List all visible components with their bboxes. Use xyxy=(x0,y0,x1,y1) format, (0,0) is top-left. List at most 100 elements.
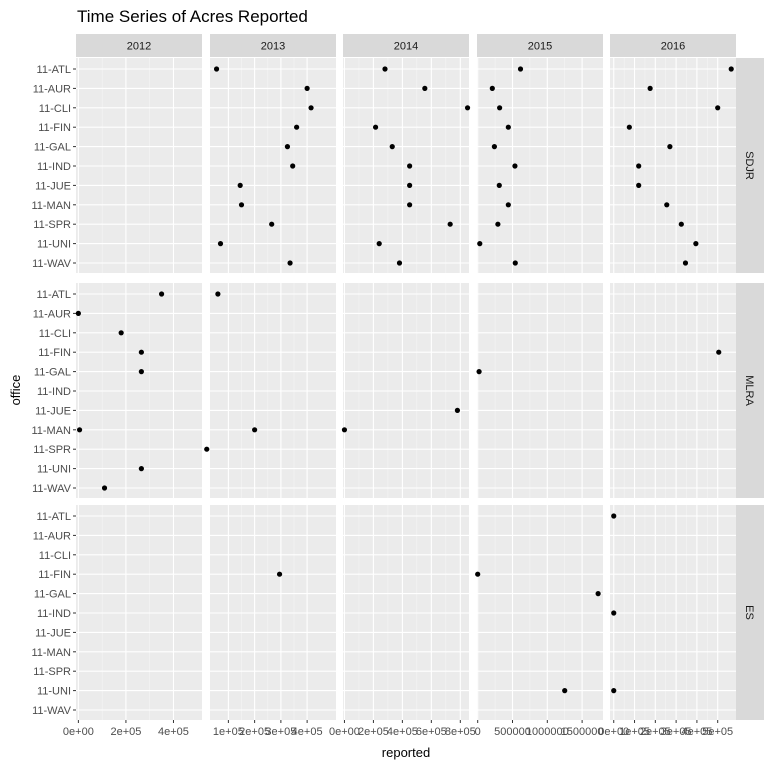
x-tick-label: 8e+05 xyxy=(445,726,476,738)
data-point-SDJR-2015-11-CLI xyxy=(497,105,503,111)
x-tick-label: 500000 xyxy=(494,726,531,738)
data-point-SDJR-2015-11-WAV xyxy=(512,260,518,266)
data-point-SDJR-2016-11-JUE xyxy=(636,182,642,188)
facet-label-2012: 2012 xyxy=(127,41,151,53)
data-point-SDJR-2015-11-SPR xyxy=(495,221,501,227)
facet-strip-2013 xyxy=(210,34,336,57)
x-tick-label: 1e+05 xyxy=(213,726,244,738)
y-tick-label-11-JUE: 11-JUE xyxy=(35,180,71,192)
data-point-SDJR-2014-11-MAN xyxy=(407,202,413,208)
data-point-MLRA-2015-11-GAL xyxy=(476,369,482,375)
data-point-SDJR-2015-11-ATL xyxy=(517,66,524,72)
data-point-SDJR-2016-11-FIN xyxy=(626,124,632,130)
y-tick-label-11-CLI: 11-CLI xyxy=(39,328,71,340)
data-point-SDJR-2016-11-UNI xyxy=(693,241,699,247)
data-point-SDJR-2014-11-SPR xyxy=(447,221,453,227)
y-tick-label-11-WAV: 11-WAV xyxy=(32,258,72,270)
data-point-MLRA-2014-11-JUE xyxy=(454,407,461,413)
data-point-SDJR-2016-11-GAL xyxy=(667,144,673,150)
y-tick-label-11-JUE: 11-JUE xyxy=(35,627,71,639)
data-point-ES-2016-11-UNI xyxy=(611,688,617,694)
data-point-MLRA-2014-11-MAN xyxy=(341,427,348,433)
data-point-SDJR-2015-11-UNI xyxy=(477,241,483,247)
data-point-ES-2015-11-UNI xyxy=(562,688,568,694)
data-point-SDJR-2015-11-JUE xyxy=(496,182,502,188)
data-point-ES-2015-11-GAL xyxy=(595,591,601,597)
y-tick-label-11-GAL: 11-GAL xyxy=(34,367,71,379)
data-point-MLRA-2012-11-MAN xyxy=(76,427,83,433)
x-tick-label: 5e+05 xyxy=(702,726,733,738)
data-point-MLRA-2012-11-ATL xyxy=(158,291,165,297)
x-tick-label: 4e+05 xyxy=(292,726,323,738)
facet-panels: 2012 2013 2014 2015 2016 SDJR MLRA ES 11-ATL 11-A… xyxy=(31,34,764,738)
data-point-SDJR-2013-11-GAL xyxy=(284,144,291,150)
facet-strip-2016 xyxy=(610,34,736,57)
data-point-ES-2016-11-IND xyxy=(611,610,617,616)
data-point-SDJR-2016-11-WAV xyxy=(682,260,689,266)
x-tick-label: 0e+00 xyxy=(329,726,360,738)
facet-label-2015: 2015 xyxy=(528,41,552,53)
y-tick-label-11-SPR: 11-SPR xyxy=(33,444,71,456)
y-tick-label-11-MAN: 11-MAN xyxy=(31,425,71,437)
y-tick-label-11-MAN: 11-MAN xyxy=(31,200,71,212)
data-point-SDJR-2015-11-FIN xyxy=(505,124,511,130)
y-tick-label-11-CLI: 11-CLI xyxy=(39,550,71,562)
data-point-MLRA-2012-11-AUR xyxy=(75,310,81,316)
y-tick-label-11-WAV: 11-WAV xyxy=(32,705,72,717)
y-tick-label-11-ATL: 11-ATL xyxy=(37,511,71,523)
data-point-SDJR-2016-11-IND xyxy=(636,163,642,169)
y-tick-label-11-AUR: 11-AUR xyxy=(33,530,71,542)
data-point-MLRA-2012-11-SPR xyxy=(204,446,210,452)
data-point-SDJR-2013-11-MAN xyxy=(238,202,245,208)
x-tick-label: 6e+05 xyxy=(416,726,447,738)
data-point-MLRA-2012-11-FIN xyxy=(138,349,144,355)
y-tick-label-11-FIN: 11-FIN xyxy=(38,347,71,359)
facet-strip-MLRA xyxy=(736,283,764,498)
data-point-SDJR-2014-11-UNI xyxy=(376,241,382,247)
y-tick-label-11-MAN: 11-MAN xyxy=(31,647,71,659)
data-point-MLRA-2012-11-UNI xyxy=(138,466,144,472)
data-point-MLRA-2012-11-WAV xyxy=(101,485,108,491)
y-tick-label-11-ATL: 11-ATL xyxy=(37,64,71,76)
y-tick-label-11-AUR: 11-AUR xyxy=(33,308,71,320)
x-tick-label: 2e+05 xyxy=(358,726,389,738)
facet-label-SDJR: SDJR xyxy=(743,151,755,180)
y-tick-label-11-UNI: 11-UNI xyxy=(37,686,71,698)
y-tick-label-11-IND: 11-IND xyxy=(37,386,71,398)
x-tick-label: 3e+05 xyxy=(661,726,692,738)
data-point-SDJR-2013-11-FIN xyxy=(294,124,300,130)
data-point-SDJR-2013-11-UNI xyxy=(217,241,224,247)
y-tick-label-11-IND: 11-IND xyxy=(37,161,71,173)
data-point-MLRA-2012-11-GAL xyxy=(138,369,144,375)
x-tick-label: 4e+05 xyxy=(681,726,712,738)
data-point-SDJR-2014-11-GAL xyxy=(389,144,395,150)
data-point-SDJR-2015-11-MAN xyxy=(505,202,511,208)
data-point-SDJR-2016-11-SPR xyxy=(678,221,684,227)
y-tick-label-11-GAL: 11-GAL xyxy=(34,589,71,601)
data-point-MLRA-2016-11-FIN xyxy=(716,349,722,355)
y-tick-label-11-AUR: 11-AUR xyxy=(33,83,71,95)
data-point-SDJR-2013-11-SPR xyxy=(269,221,275,227)
data-point-SDJR-2016-11-AUR xyxy=(647,85,653,91)
data-point-SDJR-2013-11-ATL xyxy=(213,66,220,72)
data-point-SDJR-2014-11-IND xyxy=(407,163,413,169)
facet-strip-SDJR xyxy=(736,58,764,273)
x-tick-label: 1e+05 xyxy=(619,726,650,738)
data-point-SDJR-2014-11-JUE xyxy=(407,182,413,188)
y-tick-label-11-WAV: 11-WAV xyxy=(32,483,72,495)
x-axis-title: reported xyxy=(382,745,430,760)
x-tick-label: 2e+05 xyxy=(110,726,141,738)
x-tick-label: 3e+05 xyxy=(265,726,296,738)
data-point-SDJR-2014-11-FIN xyxy=(372,124,379,130)
data-point-SDJR-2013-11-CLI xyxy=(308,105,314,111)
facet-strip-ES xyxy=(736,505,764,720)
facet-label-ES: ES xyxy=(743,605,755,620)
data-point-SDJR-2016-11-MAN xyxy=(664,202,670,208)
data-point-SDJR-2013-11-IND xyxy=(290,163,296,169)
facet-label-2014: 2014 xyxy=(394,41,418,53)
x-tick-label: 0 xyxy=(475,726,481,738)
facet-label-MLRA: MLRA xyxy=(743,375,755,406)
facet-label-2013: 2013 xyxy=(261,41,285,53)
y-tick-label-11-UNI: 11-UNI xyxy=(37,239,71,251)
